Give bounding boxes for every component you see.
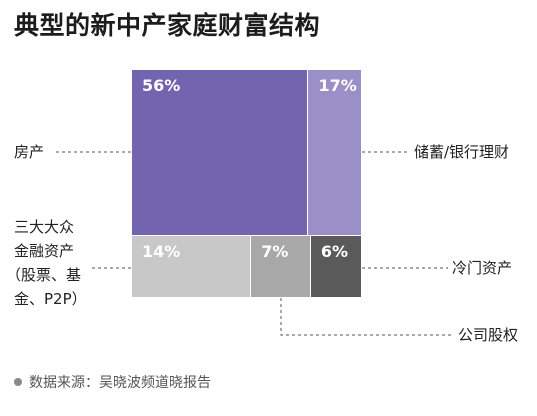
source-note: 数据来源：吴晓波频道晓报告 [14, 372, 211, 392]
label-financial-3: （股票、基 [6, 266, 82, 284]
label-financial-4: 金、P2P） [14, 290, 87, 308]
label-house: 房产 [14, 143, 45, 161]
bullet-icon [14, 378, 22, 386]
tile-value-house: 56% [142, 76, 181, 95]
tile-equity: 7% [251, 236, 310, 297]
chart-title: 典型的新中产家庭财富结构 [14, 11, 321, 40]
label-financial-1: 三大大众 [14, 218, 75, 236]
tile-house: 56% [132, 70, 308, 236]
label-equity: 公司股权 [458, 326, 519, 344]
label-financial-2: 金融资产 [14, 242, 75, 260]
tile-value-alt: 6% [320, 242, 349, 262]
tile-value-equity: 7% [261, 242, 289, 262]
tile-savings: 17% [308, 70, 361, 236]
label-alt: 冷门资产 [452, 259, 513, 277]
tile-alt: 6% [310, 236, 361, 297]
source-text: 数据来源：吴晓波频道晓报告 [29, 375, 211, 391]
tile-financial: 14% [132, 236, 251, 297]
tile-value-savings: 17% [318, 76, 357, 95]
leader-line-equity [280, 298, 452, 336]
label-savings: 储蓄/银行理财 [414, 143, 510, 161]
tile-value-financial: 14% [142, 242, 181, 262]
